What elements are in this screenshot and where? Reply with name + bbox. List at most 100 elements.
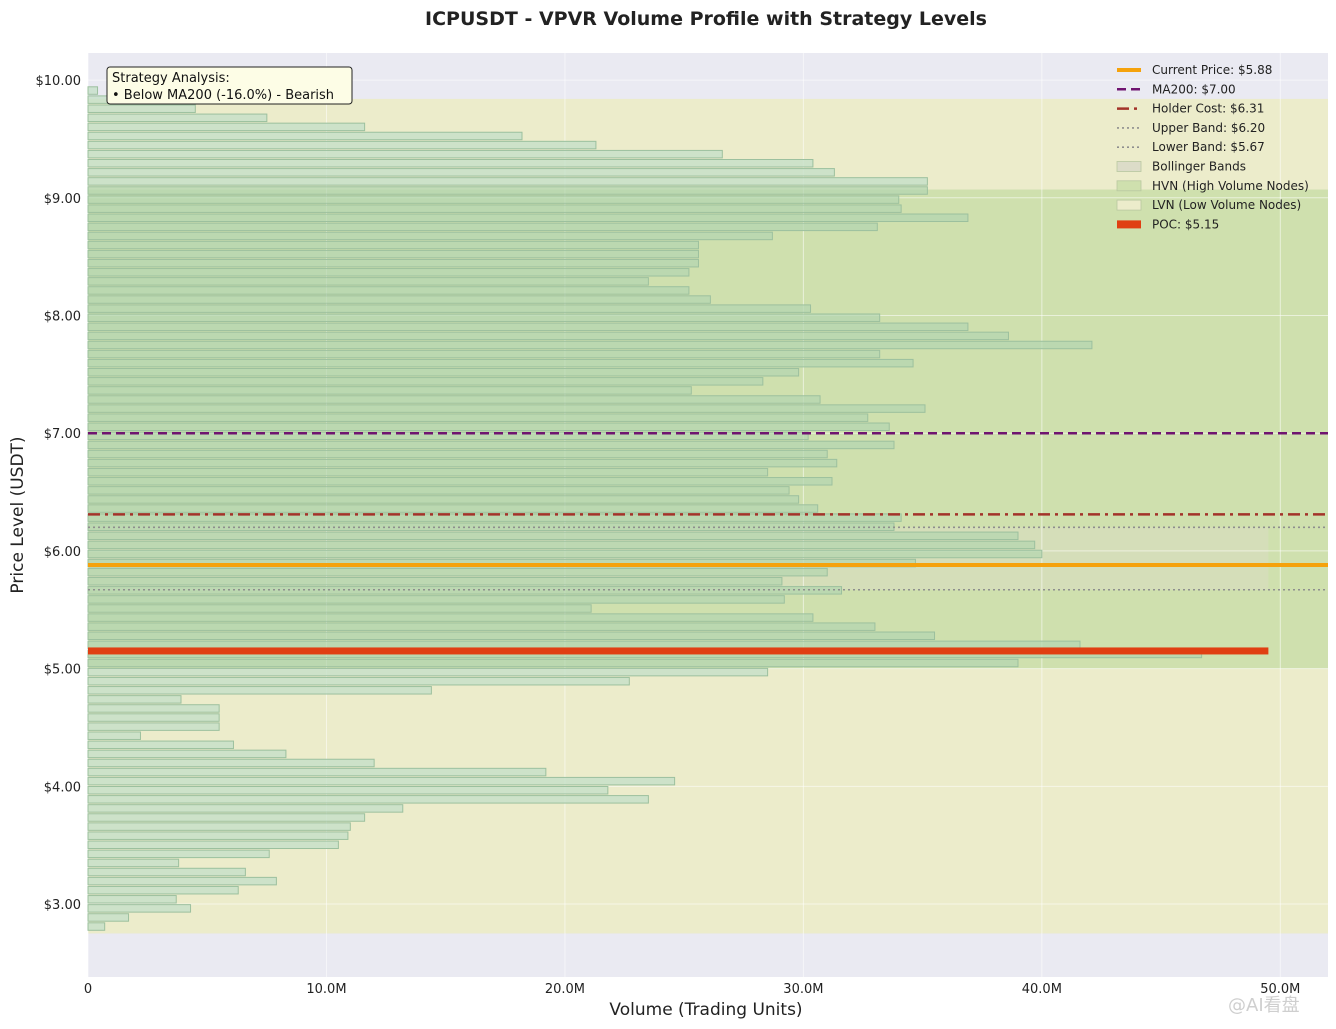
volume-bar xyxy=(87,458,838,468)
volume-bar xyxy=(87,495,800,504)
volume-bar xyxy=(87,686,432,695)
y-tick-label: $5.00 xyxy=(44,663,81,678)
volume-bar xyxy=(87,577,783,586)
volume-bar xyxy=(87,913,130,922)
volume-bar xyxy=(87,731,141,740)
volume-bar xyxy=(87,104,196,113)
legend-entry: LVN (Low Volume Nodes) xyxy=(1152,198,1301,212)
volume-bar xyxy=(87,549,1043,559)
y-tick-label: $10.00 xyxy=(36,74,82,89)
y-tick-label: $6.00 xyxy=(44,545,81,560)
x-tick-label: 40.0M xyxy=(1022,982,1062,997)
volume-bar xyxy=(87,377,764,386)
legend-entry: POC: $5.15 xyxy=(1152,217,1219,231)
volume-bar xyxy=(87,168,835,177)
volume-bar xyxy=(87,358,914,368)
volume-bar xyxy=(87,286,690,295)
volume-bar xyxy=(87,840,339,850)
volume-bar xyxy=(87,131,523,141)
volume-bar xyxy=(87,849,270,859)
x-tick-label: 50.0M xyxy=(1260,982,1300,997)
volume-bar xyxy=(87,613,814,622)
volume-bar xyxy=(87,895,177,904)
volume-bar xyxy=(87,149,723,159)
x-tick-label: 10.0M xyxy=(306,982,346,997)
volume-bar xyxy=(87,222,878,232)
volume-bar xyxy=(87,186,928,195)
volume-bar xyxy=(87,695,182,704)
volume-bar xyxy=(87,885,239,895)
volume-bar xyxy=(87,876,277,886)
volume-bar xyxy=(87,595,785,604)
watermark: @AI看盘 xyxy=(1228,995,1300,1016)
volume-bar xyxy=(87,504,819,513)
volume-bar xyxy=(87,386,692,395)
volume-bar xyxy=(87,295,711,304)
volume-bar xyxy=(87,304,812,313)
strategy-lines xyxy=(88,431,1328,655)
volume-bar xyxy=(87,486,790,495)
volume-bar xyxy=(87,122,366,132)
volume-bar xyxy=(87,249,699,259)
volume-bar xyxy=(87,704,220,713)
legend-swatch xyxy=(1116,180,1142,192)
legend-entry: HVN (High Volume Nodes) xyxy=(1152,179,1309,193)
strategy-annotation: Strategy Analysis: • Below MA200 (-16.0%… xyxy=(106,66,353,105)
volume-bar xyxy=(87,258,699,268)
volume-bar xyxy=(87,604,592,613)
volume-bar xyxy=(87,449,828,459)
annotation-line-1: Strategy Analysis: xyxy=(112,71,230,86)
legend-entry: Current Price: $5.88 xyxy=(1152,63,1272,77)
legend-entry: Bollinger Bands xyxy=(1152,160,1246,174)
volume-bar xyxy=(87,676,630,686)
volume-bar xyxy=(87,177,928,186)
volume-bar xyxy=(87,804,404,813)
volume-bar xyxy=(87,767,547,777)
x-axis-label: Volume (Trading Units) xyxy=(609,1000,802,1020)
volume-bar xyxy=(87,658,1019,668)
volume-bar xyxy=(87,195,900,204)
volume-bar xyxy=(87,631,936,641)
volume-bar xyxy=(87,268,690,277)
volume-bar xyxy=(87,349,881,359)
volume-bar xyxy=(87,86,99,95)
volume-bar xyxy=(87,440,895,450)
y-tick-label: $9.00 xyxy=(44,192,81,207)
volume-bar xyxy=(87,867,246,877)
volume-bar xyxy=(87,413,869,422)
volume-bar xyxy=(87,749,287,759)
y-axis-label: Price Level (USDT) xyxy=(8,436,28,593)
x-tick-label: 30.0M xyxy=(783,982,823,997)
volume-bar xyxy=(87,240,699,250)
volume-bar xyxy=(87,322,969,332)
poc-bar xyxy=(88,647,1269,655)
legend-entry: MA200: $7.00 xyxy=(1152,82,1236,96)
y-axis-ticks: $3.00 $4.00 $5.00 $6.00 $7.00 $8.00 $9.00 $10.0… xyxy=(36,74,82,913)
volume-bar xyxy=(87,822,351,831)
legend-entry: Upper Band: $6.20 xyxy=(1152,121,1265,135)
y-tick-label: $3.00 xyxy=(44,898,81,913)
legend-swatch xyxy=(1117,220,1141,229)
volume-bar xyxy=(87,740,234,750)
volume-bar xyxy=(87,904,192,913)
legend-swatch xyxy=(1116,199,1142,211)
volume-bar xyxy=(87,204,902,213)
volume-bar xyxy=(87,776,676,786)
volume-bar xyxy=(87,395,821,404)
volume-bar xyxy=(87,531,1019,541)
x-tick-label: 0 xyxy=(84,982,92,997)
volume-bar xyxy=(87,858,180,868)
chart-title: ICPUSDT - VPVR Volume Profile with Strat… xyxy=(425,8,987,30)
volume-bar xyxy=(87,813,366,822)
volume-bar xyxy=(87,831,349,840)
volume-bar xyxy=(87,140,597,150)
legend: Current Price: $5.88 MA200: $7.00 Holder C… xyxy=(1116,63,1309,231)
volume-bar xyxy=(87,331,1009,341)
volume-bar xyxy=(87,404,926,413)
volume-bar xyxy=(87,113,268,123)
x-tick-label: 20.0M xyxy=(545,982,585,997)
volume-bar xyxy=(87,758,375,768)
volume-bar xyxy=(87,467,769,477)
y-tick-label: $7.00 xyxy=(44,427,81,442)
legend-entry: Lower Band: $5.67 xyxy=(1152,140,1265,154)
